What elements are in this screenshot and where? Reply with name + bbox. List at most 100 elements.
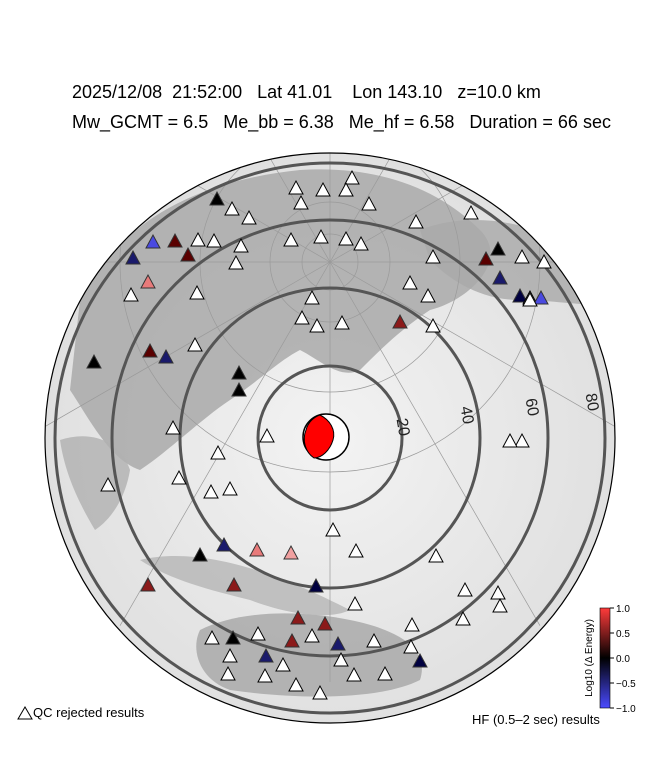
station-marker (344, 169, 360, 185)
station-marker (290, 609, 306, 625)
station-marker (457, 581, 473, 597)
station-marker (392, 313, 408, 329)
station-marker (304, 289, 320, 305)
station-marker (140, 273, 156, 289)
station-marker (522, 291, 538, 307)
station-marker (347, 595, 363, 611)
station-marker (142, 342, 158, 358)
station-marker (206, 232, 222, 248)
station-marker (171, 469, 187, 485)
station-marker (190, 231, 206, 247)
station-marker (315, 181, 331, 197)
station-marker (361, 195, 377, 211)
station-marker (403, 638, 419, 654)
station-marker (325, 521, 341, 537)
station-marker (241, 209, 257, 225)
colorbar-label: Log10 (Δ Energy) (584, 619, 595, 697)
station-marker (224, 200, 240, 216)
colorbar-gradient (599, 607, 611, 709)
station-marker (100, 476, 116, 492)
station-marker (257, 667, 273, 683)
station-marker (317, 615, 333, 631)
station-marker (288, 179, 304, 195)
station-marker (377, 665, 393, 681)
qc-legend-label: QC rejected results (33, 705, 145, 720)
map-border (44, 152, 616, 724)
station-marker (210, 444, 226, 460)
energy-colorbar: 1.0 0.5 0.0 −0.5 −1.0 Log10 (Δ Energy) (580, 604, 650, 715)
station-marker (366, 632, 382, 648)
station-marker (425, 248, 441, 264)
station-marker (490, 240, 506, 256)
station-marker (533, 289, 549, 305)
station-marker (348, 542, 364, 558)
station-marker (189, 284, 205, 300)
qc-legend-icon (17, 706, 33, 720)
distance-ring-label: 60 (522, 397, 542, 418)
station-marker (222, 480, 238, 496)
station-marker (259, 427, 275, 443)
station-marker (158, 348, 174, 364)
station-marker (536, 253, 552, 269)
station-marker (514, 432, 530, 448)
station-marker (226, 576, 242, 592)
station-marker (313, 228, 329, 244)
station-marker (123, 286, 139, 302)
event-header-line2: Mw_GCMT = 6.5 Me_bb = 6.38 Me_hf = 6.58 … (72, 112, 611, 132)
station-marker (204, 629, 220, 645)
station-marker (408, 213, 424, 229)
distance-ring-label: 40 (457, 405, 477, 426)
station-marker (187, 336, 203, 352)
colorbar-tick-label: 0.5 (616, 629, 630, 640)
station-marker (293, 194, 309, 210)
station-marker (167, 232, 183, 248)
station-marker (222, 647, 238, 663)
station-marker (233, 237, 249, 253)
station-marker (225, 629, 241, 645)
station-marker (308, 577, 324, 593)
station-marker (338, 230, 354, 246)
colorbar-tick-label: 1.0 (616, 605, 630, 615)
station-marker (512, 287, 528, 303)
stations (86, 169, 552, 700)
distance-ring-label: 20 (393, 417, 413, 438)
station-marker (304, 627, 320, 643)
station-marker (283, 544, 299, 560)
station-marker (478, 250, 494, 266)
station-marker (228, 254, 244, 270)
station-marker (216, 536, 232, 552)
station-marker (402, 274, 418, 290)
station-marker (231, 381, 247, 397)
station-marker (209, 190, 225, 206)
station-marker (140, 576, 156, 592)
hf-results-label: HF (0.5–2 sec) results (472, 712, 600, 727)
station-marker (492, 597, 508, 613)
station-marker (420, 287, 436, 303)
colorbar-tick-label: −0.5 (616, 679, 636, 690)
station-marker (180, 246, 196, 262)
station-marker (288, 676, 304, 692)
station-marker (203, 483, 219, 499)
station-marker (490, 584, 506, 600)
station-marker (404, 616, 420, 632)
station-marker (425, 317, 441, 333)
station-marker (231, 364, 247, 380)
station-marker (312, 684, 328, 700)
station-marker (502, 432, 518, 448)
event-header-line1: 2025/12/08 21:52:00 Lat 41.01 Lon 143.10… (72, 82, 541, 102)
distance-ring (178, 286, 482, 590)
station-marker (165, 419, 181, 435)
station-marker (220, 665, 236, 681)
station-marker (309, 317, 325, 333)
station-marker (346, 666, 362, 682)
colorbar-tick-label: 0.0 (616, 654, 630, 665)
station-marker (145, 233, 161, 249)
station-marker (86, 353, 102, 369)
station-marker (338, 181, 354, 197)
station-marker (250, 625, 266, 641)
station-marker (412, 652, 428, 668)
station-marker (249, 541, 265, 557)
station-marker (353, 235, 369, 251)
station-marker (455, 610, 471, 626)
